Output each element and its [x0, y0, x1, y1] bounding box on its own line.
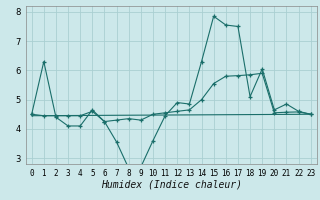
X-axis label: Humidex (Indice chaleur): Humidex (Indice chaleur): [101, 179, 242, 189]
